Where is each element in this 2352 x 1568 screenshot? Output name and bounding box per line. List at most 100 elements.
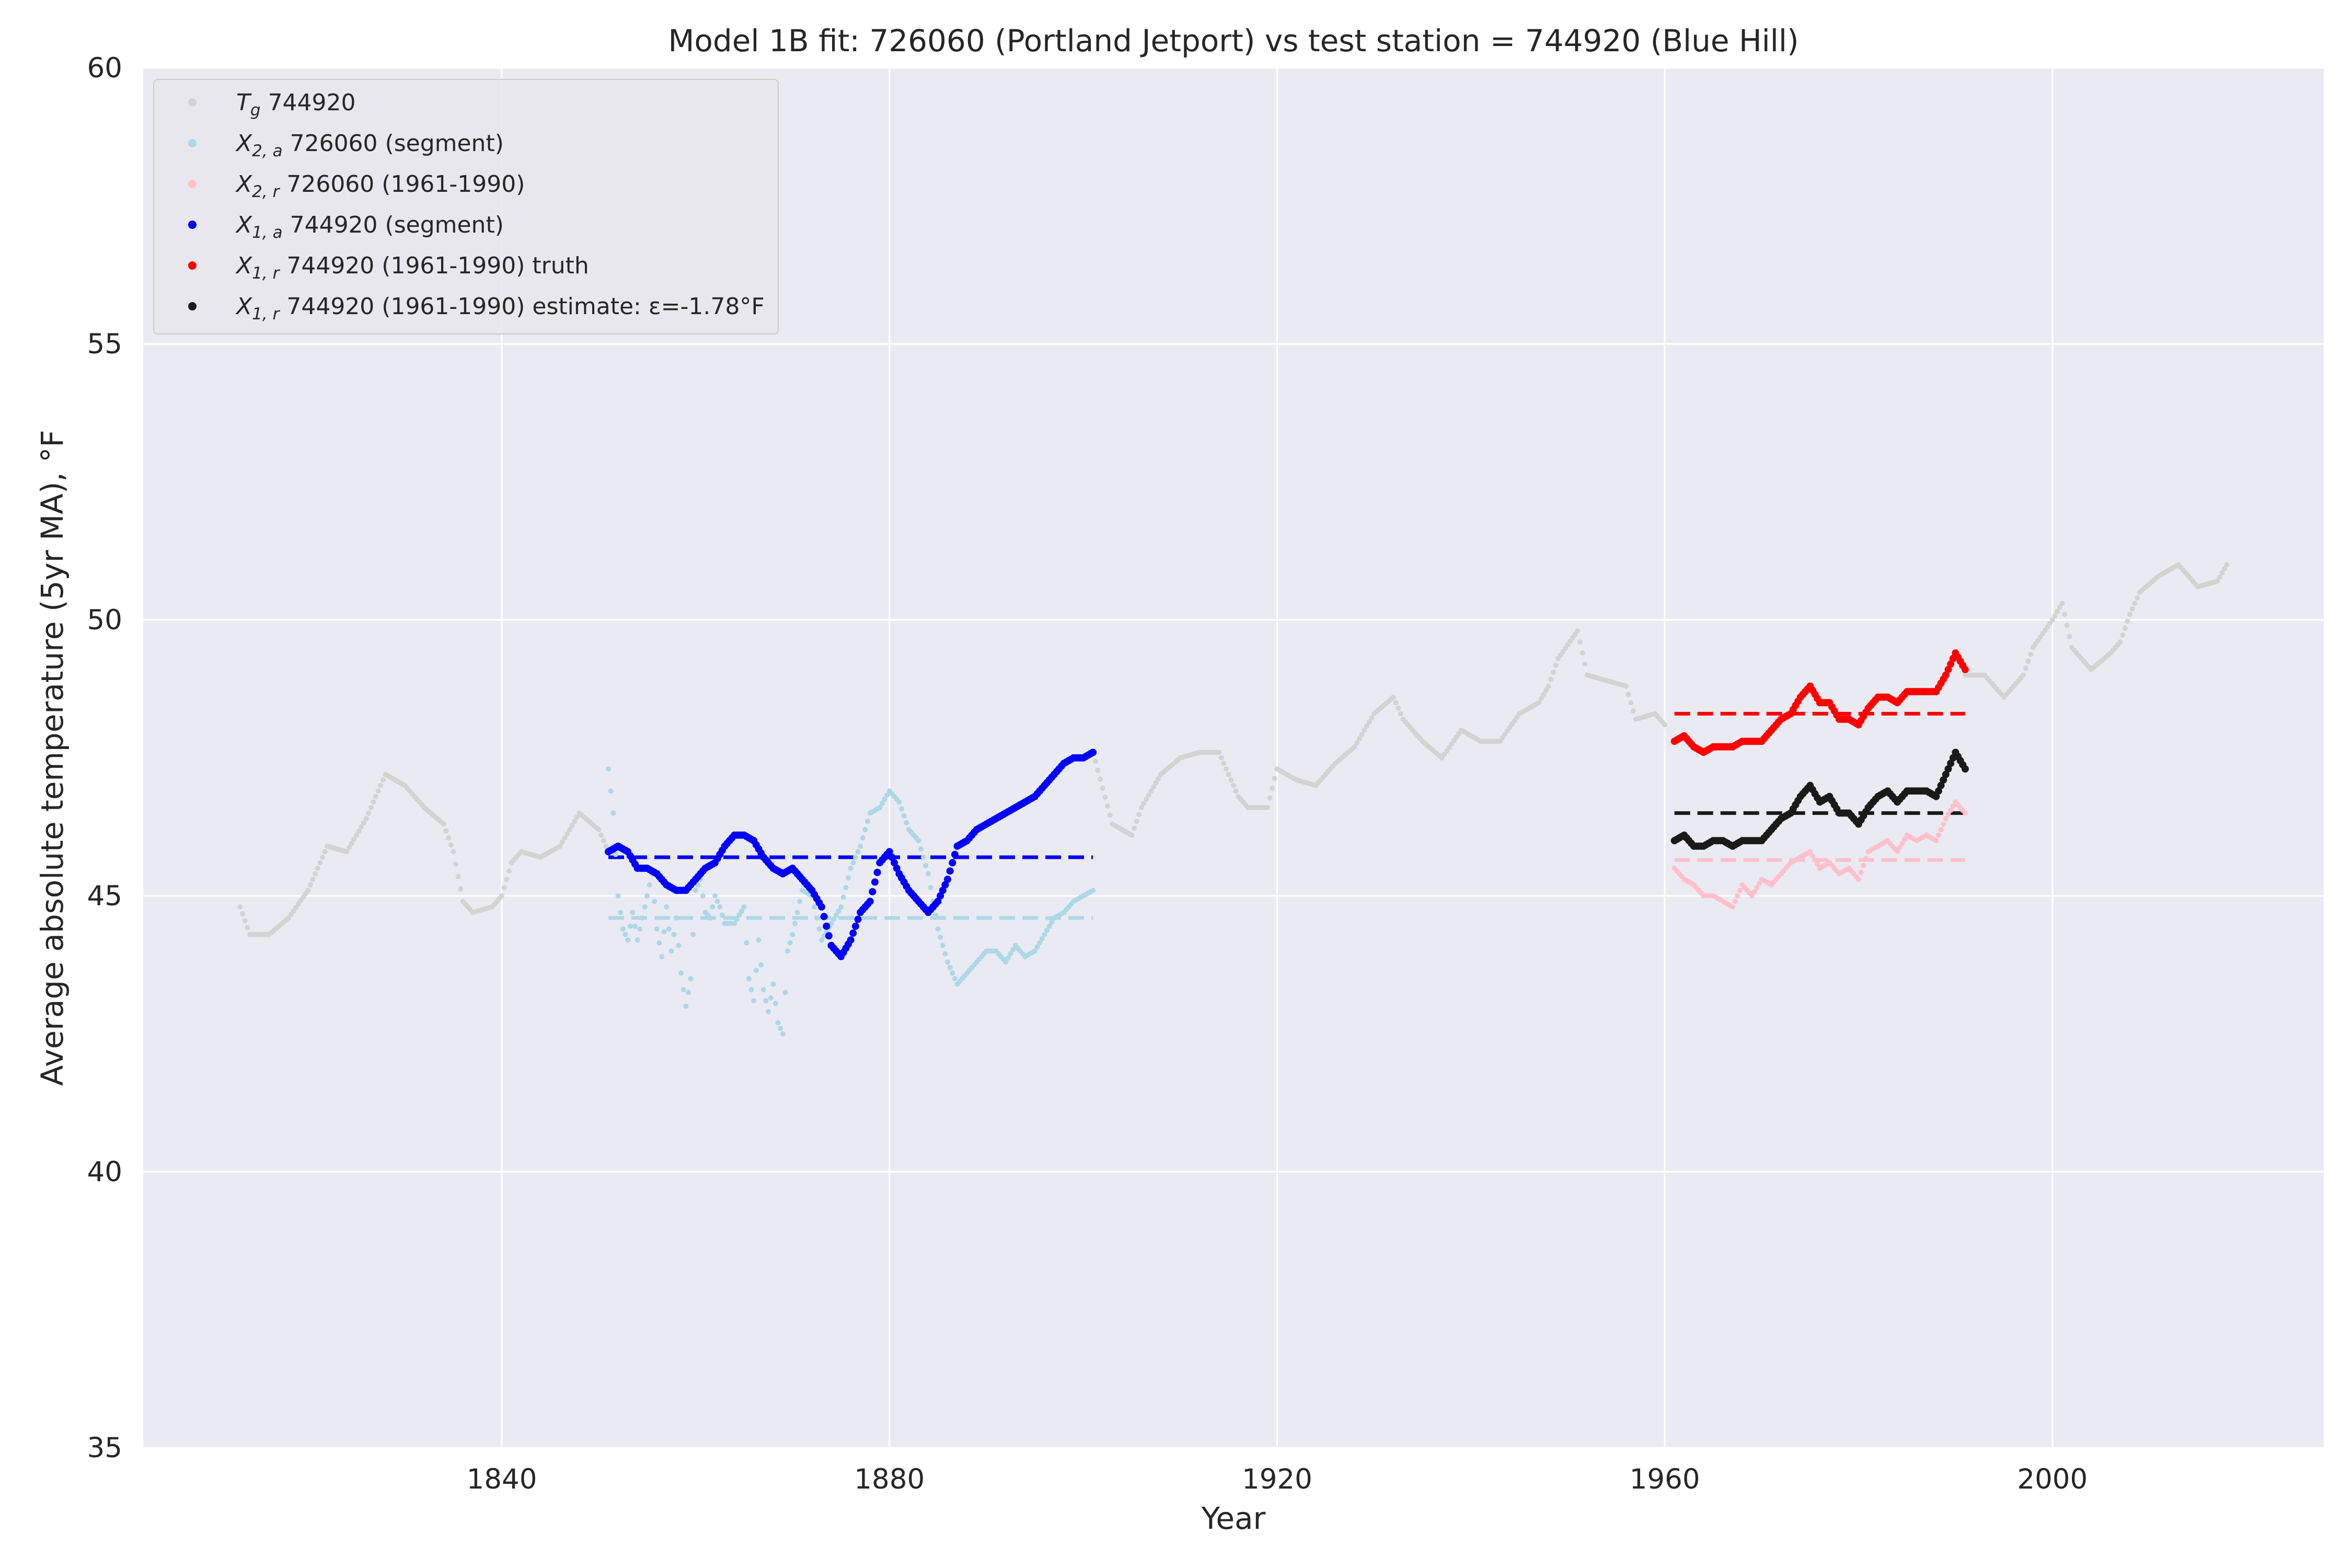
data-point	[637, 926, 643, 932]
data-point	[632, 924, 638, 929]
legend-label-symbol: T	[236, 89, 252, 116]
data-point	[2067, 633, 2072, 639]
data-point	[310, 877, 316, 882]
data-point	[1049, 919, 1055, 925]
legend-label-subscript: 2, r	[252, 182, 280, 201]
legend-label-text: 726060 (segment)	[283, 130, 504, 157]
x-axis-label: Year	[1201, 1501, 1266, 1536]
data-point	[2021, 672, 2026, 678]
data-point	[1224, 766, 1229, 772]
legend-label-symbol: X	[235, 293, 252, 320]
data-point	[1129, 832, 1135, 838]
data-point	[1538, 696, 1544, 701]
data-point	[928, 885, 933, 891]
data-point	[363, 816, 369, 822]
data-point	[1104, 803, 1110, 809]
data-point	[812, 904, 817, 910]
data-point	[1809, 853, 1815, 859]
data-point	[1354, 740, 1360, 745]
x-tick-label: 2000	[2017, 1463, 2088, 1495]
data-point	[858, 843, 863, 849]
data-point	[1044, 928, 1050, 933]
data-point	[504, 877, 510, 882]
data-point	[240, 911, 246, 917]
data-point	[852, 855, 858, 860]
legend-label-subscript: 2, a	[252, 142, 282, 160]
data-point	[873, 869, 881, 877]
data-point	[380, 777, 386, 783]
data-point	[818, 937, 824, 943]
data-point	[773, 1000, 778, 1006]
data-point	[896, 799, 902, 805]
data-point	[2122, 625, 2128, 631]
data-point	[608, 788, 614, 794]
legend-label-text: 744920	[261, 89, 356, 116]
data-point	[765, 1009, 771, 1014]
data-point	[758, 962, 764, 967]
data-point	[1228, 777, 1234, 783]
data-point	[644, 893, 650, 898]
data-point	[654, 926, 660, 932]
data-point	[778, 1025, 783, 1031]
data-point	[1034, 944, 1040, 950]
chart-title: Model 1B fit: 726060 (Portland Jetport) …	[668, 23, 1798, 59]
data-point	[817, 903, 825, 911]
y-axis-label: Average absolute temperature (5yr MA), °…	[34, 430, 70, 1086]
legend-label: Tg 744920	[236, 89, 356, 120]
data-point	[717, 904, 723, 910]
data-point	[620, 926, 626, 932]
data-point	[1046, 924, 1052, 929]
data-point	[937, 892, 944, 900]
data-point	[635, 937, 640, 943]
data-point	[753, 967, 759, 973]
data-point	[598, 832, 604, 838]
data-point	[1855, 877, 1861, 882]
data-point	[453, 861, 458, 867]
data-point	[618, 909, 624, 915]
data-point	[1938, 827, 1944, 833]
data-point	[882, 797, 887, 802]
data-point	[368, 805, 374, 811]
data-point	[1131, 825, 1137, 831]
data-point	[850, 860, 856, 866]
data-point	[1267, 795, 1273, 801]
data-point	[1090, 887, 1096, 893]
data-point	[1543, 687, 1549, 693]
data-point	[787, 940, 793, 946]
data-point	[1364, 723, 1369, 729]
data-point	[949, 859, 956, 867]
data-point	[686, 989, 691, 995]
data-point	[322, 849, 328, 855]
data-point	[562, 835, 568, 841]
data-point	[1858, 870, 1864, 875]
data-point	[1579, 650, 1585, 656]
data-point	[2129, 606, 2135, 612]
data-point	[671, 931, 677, 937]
data-point	[596, 827, 602, 833]
data-point	[871, 878, 879, 886]
data-point	[320, 855, 326, 860]
data-point	[1945, 812, 1951, 817]
data-point	[2132, 601, 2138, 606]
data-point	[630, 909, 636, 915]
data-point	[843, 885, 849, 891]
data-point	[760, 987, 766, 993]
legend-marker	[188, 221, 197, 229]
data-point	[606, 766, 612, 772]
data-point	[942, 951, 948, 956]
data-point	[1393, 700, 1399, 706]
data-point	[1095, 767, 1101, 773]
data-point	[2224, 562, 2230, 568]
data-point	[1042, 931, 1047, 937]
data-point	[349, 840, 354, 846]
data-point	[1756, 881, 1762, 886]
data-point	[925, 871, 931, 877]
x-tick-label: 1840	[467, 1463, 537, 1495]
legend-label-symbol: X	[235, 171, 252, 198]
legend-label: X2, a 726060 (segment)	[235, 130, 504, 160]
data-point	[353, 832, 359, 838]
data-point	[814, 915, 820, 921]
data-point	[1961, 765, 1969, 773]
data-point	[741, 904, 747, 910]
